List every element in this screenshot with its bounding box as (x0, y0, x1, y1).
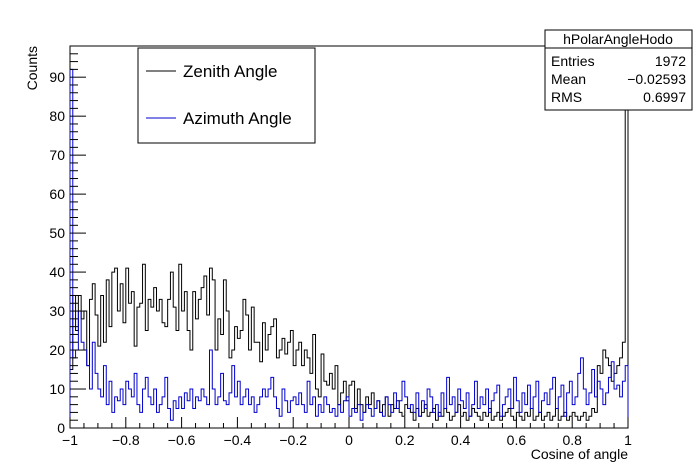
x-tick-label: −1 (62, 432, 78, 448)
stats-rms-label: RMS (551, 89, 582, 105)
x-tick-label: 0.2 (395, 432, 415, 448)
y-tick-label: 80 (49, 108, 65, 124)
x-tick-label: −0.6 (168, 432, 196, 448)
legend-box: Zenith Angle Azimuth Angle (137, 47, 316, 144)
x-tick-label: 0 (345, 432, 353, 448)
stats-mean-label: Mean (551, 71, 586, 87)
x-tick-label: −0.2 (279, 432, 307, 448)
x-axis-title: Cosine of angle (531, 446, 629, 462)
stats-box: hPolarAngleHodo Entries 1972 Mean −0.025… (544, 29, 693, 111)
legend-frame (137, 47, 316, 144)
x-tick-label: 1 (624, 432, 632, 448)
stats-mean-value: −0.02593 (627, 71, 686, 87)
axis-group: −1 −0.8 −0.6 −0.4 −0.2 0 0.2 0.4 0.6 0.8 101020304… (49, 45, 632, 448)
series-line-azimuth-angle (69, 68, 629, 428)
x-tick-label: 0.4 (451, 432, 471, 448)
stats-frame (544, 29, 693, 111)
y-tick-label: 20 (49, 342, 65, 358)
legend-label-azimuth: Azimuth Angle (183, 109, 292, 128)
legend-label-zenith: Zenith Angle (183, 62, 278, 81)
y-tick-label: 70 (49, 147, 65, 163)
x-tick-label: −0.4 (224, 432, 252, 448)
stats-entries-label: Entries (551, 53, 595, 69)
y-tick-label: 50 (49, 225, 65, 241)
stats-entries-value: 1972 (655, 53, 686, 69)
y-axis-title: Counts (24, 46, 40, 90)
x-tick-label: −0.8 (112, 432, 140, 448)
y-tick-label: 60 (49, 186, 65, 202)
y-tick-label: 30 (49, 303, 65, 319)
y-tick-label: 0 (57, 420, 65, 436)
y-tick-label: 90 (49, 69, 65, 85)
series-group (69, 57, 629, 428)
stats-rms-value: 0.6997 (643, 89, 686, 105)
y-tick-label: 40 (49, 264, 65, 280)
stats-title: hPolarAngleHodo (563, 31, 673, 47)
series-line-zenith-angle (69, 57, 629, 428)
y-tick-label: 10 (49, 381, 65, 397)
x-tick-label: 0.8 (562, 432, 582, 448)
x-tick-label: 0.6 (507, 432, 527, 448)
